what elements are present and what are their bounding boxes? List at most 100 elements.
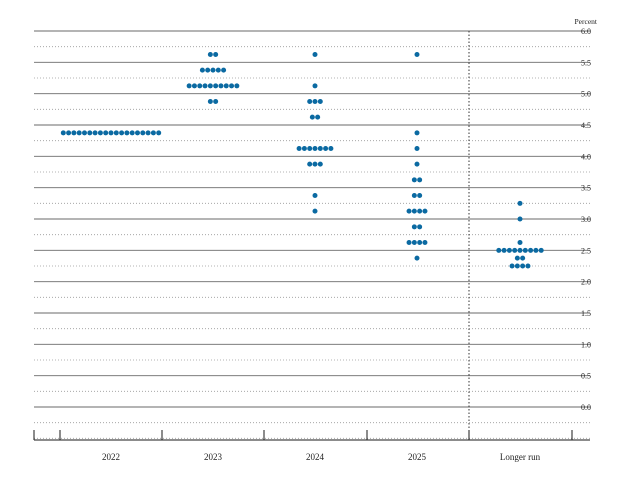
y-tick-label: 1.0 bbox=[581, 340, 591, 349]
data-point bbox=[213, 99, 219, 104]
data-point bbox=[517, 216, 523, 222]
data-point bbox=[223, 83, 229, 89]
x-axis-category-labels: 2022 2023 2024 2025 Longer run bbox=[102, 452, 541, 462]
data-point bbox=[417, 208, 423, 214]
data-point bbox=[119, 130, 125, 136]
data-point bbox=[417, 193, 423, 198]
data-point bbox=[191, 83, 197, 89]
data-point bbox=[496, 247, 502, 253]
y-axis-tick-labels: 0.0 0.5 1.0 1.5 2.0 2.5 3.0 3.5 4.0 4.5 5.0 5.5 6.0 bbox=[581, 27, 591, 412]
data-point bbox=[315, 114, 321, 120]
data-point bbox=[312, 208, 318, 214]
data-point bbox=[92, 130, 98, 136]
x-category-label: 2023 bbox=[204, 452, 223, 462]
x-category-label: 2025 bbox=[408, 452, 427, 462]
data-point bbox=[199, 67, 205, 73]
data-point bbox=[406, 208, 412, 214]
data-point bbox=[522, 247, 528, 253]
data-point bbox=[218, 83, 224, 89]
data-point bbox=[66, 130, 72, 136]
data-point bbox=[113, 130, 119, 136]
data-point bbox=[417, 224, 423, 230]
data-point bbox=[501, 247, 507, 253]
data-point bbox=[186, 83, 192, 89]
gridlines bbox=[34, 30, 590, 439]
y-tick-label: 3.0 bbox=[581, 215, 591, 224]
data-point bbox=[317, 161, 323, 167]
data-point bbox=[417, 177, 423, 183]
data-point bbox=[215, 67, 221, 73]
data-point bbox=[514, 255, 520, 261]
data-point bbox=[514, 263, 520, 269]
x-category-label: 2022 bbox=[102, 452, 120, 462]
data-point bbox=[528, 247, 534, 253]
data-point bbox=[205, 67, 211, 73]
data-point bbox=[525, 263, 531, 269]
participant-dots bbox=[60, 52, 544, 269]
data-point bbox=[60, 130, 66, 136]
data-point bbox=[71, 130, 77, 136]
data-point bbox=[87, 130, 93, 136]
y-tick-label: 5.0 bbox=[581, 90, 591, 99]
data-point bbox=[317, 99, 323, 104]
data-point bbox=[312, 193, 318, 198]
data-point bbox=[213, 52, 219, 57]
data-point bbox=[221, 67, 227, 73]
data-point bbox=[328, 146, 334, 151]
data-point bbox=[517, 247, 523, 253]
data-point bbox=[414, 161, 420, 167]
data-point bbox=[422, 208, 428, 214]
data-point bbox=[234, 83, 240, 89]
data-point bbox=[411, 208, 417, 214]
data-point bbox=[307, 161, 313, 167]
data-point bbox=[150, 130, 156, 136]
data-point bbox=[422, 240, 428, 245]
data-point bbox=[229, 83, 235, 89]
data-point bbox=[97, 130, 103, 136]
data-point bbox=[202, 83, 208, 89]
y-tick-label: 0.5 bbox=[581, 372, 591, 381]
data-point bbox=[414, 130, 420, 136]
data-point bbox=[520, 263, 526, 269]
data-point bbox=[135, 130, 140, 136]
data-point bbox=[129, 130, 135, 136]
data-point bbox=[533, 247, 539, 253]
y-tick-label: 2.0 bbox=[581, 278, 591, 287]
data-point bbox=[512, 247, 518, 253]
data-point bbox=[538, 247, 544, 253]
data-point bbox=[108, 130, 114, 136]
data-point bbox=[301, 146, 307, 151]
y-tick-label: 1.5 bbox=[581, 309, 591, 318]
data-point bbox=[307, 99, 313, 104]
data-point bbox=[312, 146, 318, 151]
x-category-label: Longer run bbox=[500, 452, 541, 462]
data-point bbox=[509, 263, 515, 269]
data-point bbox=[296, 146, 302, 151]
x-axis-ticks bbox=[33, 430, 573, 440]
data-point bbox=[417, 240, 423, 245]
data-point bbox=[124, 130, 130, 136]
y-tick-label: 4.0 bbox=[581, 152, 591, 161]
y-tick-label: 4.5 bbox=[581, 121, 591, 130]
y-tick-label: 6.0 bbox=[581, 27, 591, 36]
y-tick-label: 2.5 bbox=[581, 246, 591, 255]
data-point bbox=[207, 83, 213, 89]
data-point bbox=[207, 52, 213, 57]
data-point bbox=[406, 240, 412, 245]
data-point bbox=[197, 83, 203, 89]
data-point bbox=[411, 240, 417, 245]
data-point bbox=[145, 130, 151, 136]
data-point bbox=[307, 146, 313, 151]
y-tick-label: 5.5 bbox=[581, 58, 591, 67]
data-point bbox=[517, 240, 523, 245]
data-point bbox=[506, 247, 512, 253]
data-point bbox=[210, 67, 216, 73]
data-point bbox=[411, 177, 417, 183]
data-point bbox=[323, 146, 329, 151]
data-point bbox=[82, 130, 87, 136]
data-point bbox=[517, 200, 523, 206]
data-point bbox=[312, 83, 318, 89]
data-point bbox=[414, 255, 420, 261]
data-point bbox=[309, 114, 315, 120]
